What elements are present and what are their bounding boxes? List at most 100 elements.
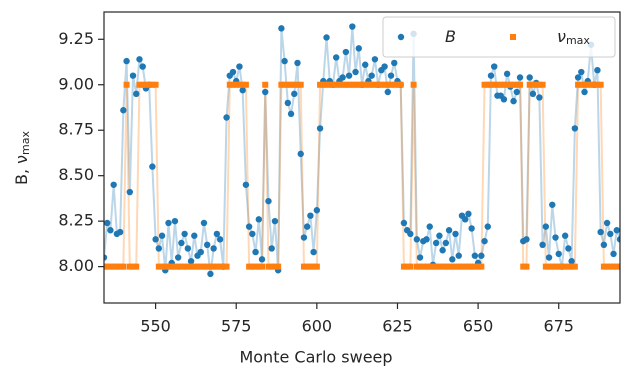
square-marker (362, 81, 369, 88)
square-marker (310, 263, 317, 270)
square-marker (407, 263, 414, 270)
x-tick-label: 650 (463, 317, 494, 336)
legend-label: νmax (557, 27, 590, 48)
point-marker (268, 245, 275, 252)
square-marker (323, 81, 330, 88)
square-marker (397, 81, 404, 88)
square-marker (104, 263, 111, 270)
point-marker (107, 227, 114, 234)
point-marker (452, 230, 459, 238)
square-marker (265, 263, 272, 270)
square-marker (436, 263, 443, 270)
point-marker (529, 90, 537, 98)
square-marker (181, 263, 188, 270)
point-marker (258, 256, 266, 263)
square-marker (384, 81, 391, 88)
square-marker (510, 81, 517, 88)
y-axis-label: B, νmax (12, 130, 33, 185)
square-marker (142, 81, 149, 88)
square-marker (410, 81, 417, 88)
square-marker (413, 263, 420, 270)
square-marker (571, 263, 578, 270)
square-marker (220, 263, 227, 270)
square-marker (488, 81, 494, 88)
point-marker (465, 210, 472, 218)
point-marker (478, 252, 485, 259)
square-marker (146, 81, 153, 88)
square-marker (200, 263, 207, 270)
point-marker (407, 230, 414, 238)
square-marker (613, 263, 620, 270)
point-marker (181, 230, 188, 238)
point-marker (381, 63, 388, 70)
point-marker (600, 241, 608, 248)
point-marker (568, 257, 575, 265)
point-marker (345, 72, 353, 79)
point-marker (184, 245, 192, 252)
point-marker (536, 94, 543, 101)
square-marker (507, 81, 514, 88)
square-marker (368, 81, 375, 88)
point-marker (449, 256, 456, 263)
square-marker (178, 263, 185, 270)
square-marker (339, 81, 346, 88)
point-marker (262, 88, 269, 96)
point-marker (607, 230, 614, 238)
square-marker (313, 263, 320, 270)
square-marker (346, 81, 353, 88)
point-marker (445, 227, 453, 234)
point-marker (310, 248, 317, 256)
square-marker (523, 263, 530, 270)
square-marker (123, 81, 130, 88)
point-marker (552, 234, 559, 241)
point-marker (352, 68, 359, 76)
square-marker (500, 81, 507, 88)
point-marker (155, 245, 163, 252)
point-marker (278, 25, 285, 32)
point-marker (594, 67, 601, 74)
square-marker (400, 263, 407, 270)
square-marker (307, 263, 314, 270)
square-marker (288, 81, 295, 88)
square-marker (113, 263, 120, 270)
square-marker (417, 263, 424, 270)
point-marker (104, 254, 108, 261)
square-marker (165, 263, 172, 270)
square-marker (536, 81, 543, 88)
square-marker (133, 263, 140, 270)
x-tick-label: 625 (382, 317, 413, 336)
square-marker (504, 81, 511, 88)
square-marker (568, 263, 575, 270)
square-marker (317, 81, 324, 88)
point-marker (549, 201, 556, 208)
square-marker (352, 81, 359, 88)
legend-marker (510, 34, 516, 40)
square-marker (184, 263, 191, 270)
square-marker (533, 81, 540, 88)
square-marker (239, 81, 246, 88)
plot-area (104, 23, 620, 278)
square-marker (378, 81, 385, 88)
point-marker (139, 63, 146, 70)
square-marker (191, 263, 198, 270)
square-marker (275, 263, 282, 270)
point-marker (468, 225, 475, 232)
point-marker (165, 219, 172, 227)
point-marker (239, 87, 246, 94)
point-marker (510, 97, 517, 105)
square-marker (207, 263, 214, 270)
square-marker (126, 263, 133, 270)
y-tick-label: 8.75 (58, 120, 94, 139)
point-marker (610, 250, 617, 258)
square-marker (233, 81, 240, 88)
point-marker (242, 181, 250, 188)
point-marker (432, 239, 440, 247)
point-marker (284, 99, 292, 107)
square-marker (268, 263, 275, 270)
point-marker (462, 216, 469, 223)
square-marker (230, 81, 236, 88)
square-marker (581, 81, 588, 88)
point-marker (313, 207, 321, 214)
point-marker (416, 254, 424, 261)
point-marker (436, 232, 443, 239)
